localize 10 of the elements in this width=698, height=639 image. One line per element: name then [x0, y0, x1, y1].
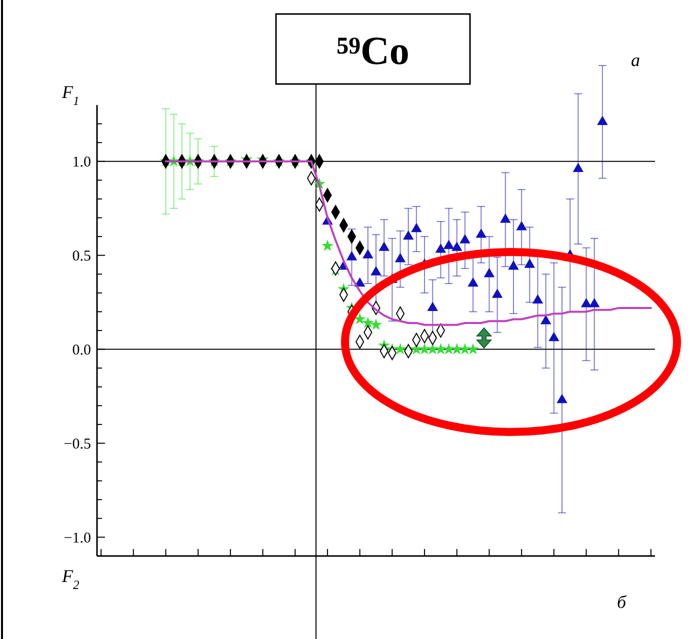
- text: F$_{2}$: [61, 566, 80, 592]
- y-tick-label: 0.5: [72, 248, 91, 265]
- y-tick-label: 0.0: [72, 342, 91, 359]
- y-tick-label: −1.0: [64, 530, 91, 546]
- y-tick-label: −0.5: [64, 436, 91, 452]
- y-axis-title: F$_{1}$: [61, 82, 80, 108]
- text: a: [631, 50, 640, 70]
- chart-title: ⁵⁹Co: [336, 28, 410, 73]
- text: б: [616, 592, 627, 612]
- y-tick-label: 1.0: [72, 154, 91, 171]
